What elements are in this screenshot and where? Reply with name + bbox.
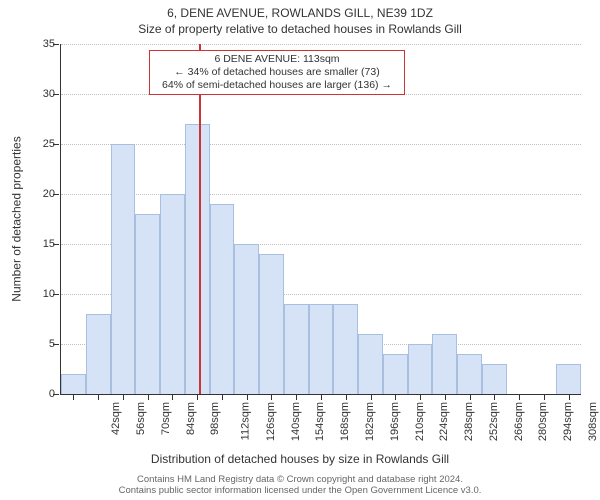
x-tick-label: 210sqm (414, 402, 426, 441)
y-tick-label: 10 (29, 288, 55, 300)
plot-area: 0510152025303542sqm56sqm70sqm84sqm98sqm1… (60, 44, 581, 395)
chart-supertitle: 6, DENE AVENUE, ROWLANDS GILL, NE39 1DZ (0, 6, 600, 20)
annotation-box: 6 DENE AVENUE: 113sqm← 34% of detached h… (149, 50, 405, 95)
histogram-bar (86, 314, 111, 394)
x-tick (247, 394, 248, 400)
x-tick (321, 394, 322, 400)
chart-container: 6, DENE AVENUE, ROWLANDS GILL, NE39 1DZ … (0, 0, 600, 500)
x-tick (420, 394, 421, 400)
x-tick-label: 154sqm (315, 402, 327, 441)
annotation-line-2: ← 34% of detached houses are smaller (73… (156, 66, 398, 79)
x-tick (271, 394, 272, 400)
x-tick-label: 84sqm (185, 402, 197, 435)
x-tick-label: 98sqm (209, 402, 221, 435)
y-tick-label: 30 (29, 88, 55, 100)
x-tick-label: 168sqm (339, 402, 351, 441)
y-tick-label: 15 (29, 238, 55, 250)
histogram-bar (284, 304, 309, 394)
x-tick (569, 394, 570, 400)
x-tick-label: 238sqm (463, 402, 475, 441)
histogram-bar (185, 124, 210, 394)
x-tick-label: 112sqm (240, 402, 252, 440)
y-tick-label: 0 (29, 388, 55, 400)
annotation-line-1: 6 DENE AVENUE: 113sqm (156, 53, 398, 66)
x-tick (73, 394, 74, 400)
histogram-bar (111, 144, 136, 394)
x-tick (470, 394, 471, 400)
x-tick-label: 224sqm (438, 402, 450, 441)
x-axis-label: Distribution of detached houses by size … (0, 452, 600, 466)
footer-line-1: Contains HM Land Registry data © Crown c… (0, 474, 600, 485)
x-tick-label: 308sqm (587, 402, 599, 441)
histogram-bar (482, 364, 507, 394)
y-axis-label-container: Number of detached properties (8, 44, 26, 394)
x-tick (148, 394, 149, 400)
x-tick-label: 294sqm (562, 402, 574, 441)
histogram-bar (210, 204, 235, 394)
x-tick (296, 394, 297, 400)
x-tick (445, 394, 446, 400)
x-tick (123, 394, 124, 400)
y-tick-label: 5 (29, 338, 55, 350)
histogram-bar (309, 304, 334, 394)
x-tick-label: 252sqm (488, 402, 500, 441)
y-tick-label: 35 (29, 38, 55, 50)
x-tick (371, 394, 372, 400)
x-tick (222, 394, 223, 400)
histogram-bar (61, 374, 86, 394)
histogram-bar (234, 244, 259, 394)
chart-title: Size of property relative to detached ho… (0, 22, 600, 36)
x-tick-label: 196sqm (389, 402, 401, 441)
y-gridline (61, 44, 581, 45)
y-tick-label: 25 (29, 138, 55, 150)
histogram-bar (383, 354, 408, 394)
histogram-bar (556, 364, 581, 394)
y-tick-label: 20 (29, 188, 55, 200)
annotation-line-3: 64% of semi-detached houses are larger (… (156, 79, 398, 92)
histogram-bar (358, 334, 383, 394)
histogram-bar (408, 344, 433, 394)
histogram-bar (160, 194, 185, 394)
histogram-bar (432, 334, 457, 394)
x-tick (519, 394, 520, 400)
x-tick (98, 394, 99, 400)
x-tick-label: 70sqm (160, 402, 172, 435)
histogram-bar (457, 354, 482, 394)
footer-line-2: Contains public sector information licen… (0, 485, 600, 496)
x-tick-label: 280sqm (537, 402, 549, 441)
x-tick-label: 140sqm (290, 402, 302, 441)
x-tick-label: 56sqm (135, 402, 147, 435)
y-gridline (61, 144, 581, 145)
histogram-bar (333, 304, 358, 394)
x-tick (172, 394, 173, 400)
highlight-vline (199, 44, 201, 394)
x-tick-label: 42sqm (110, 402, 122, 435)
x-tick (346, 394, 347, 400)
y-gridline (61, 194, 581, 195)
x-tick-label: 266sqm (513, 402, 525, 441)
x-tick-label: 182sqm (364, 402, 376, 441)
histogram-bar (135, 214, 160, 394)
y-axis-label: Number of detached properties (10, 136, 24, 301)
x-tick (494, 394, 495, 400)
histogram-bar (259, 254, 284, 394)
footer-attribution: Contains HM Land Registry data © Crown c… (0, 474, 600, 496)
x-tick-label: 126sqm (265, 402, 277, 441)
x-tick (544, 394, 545, 400)
x-tick (197, 394, 198, 400)
x-tick (395, 394, 396, 400)
